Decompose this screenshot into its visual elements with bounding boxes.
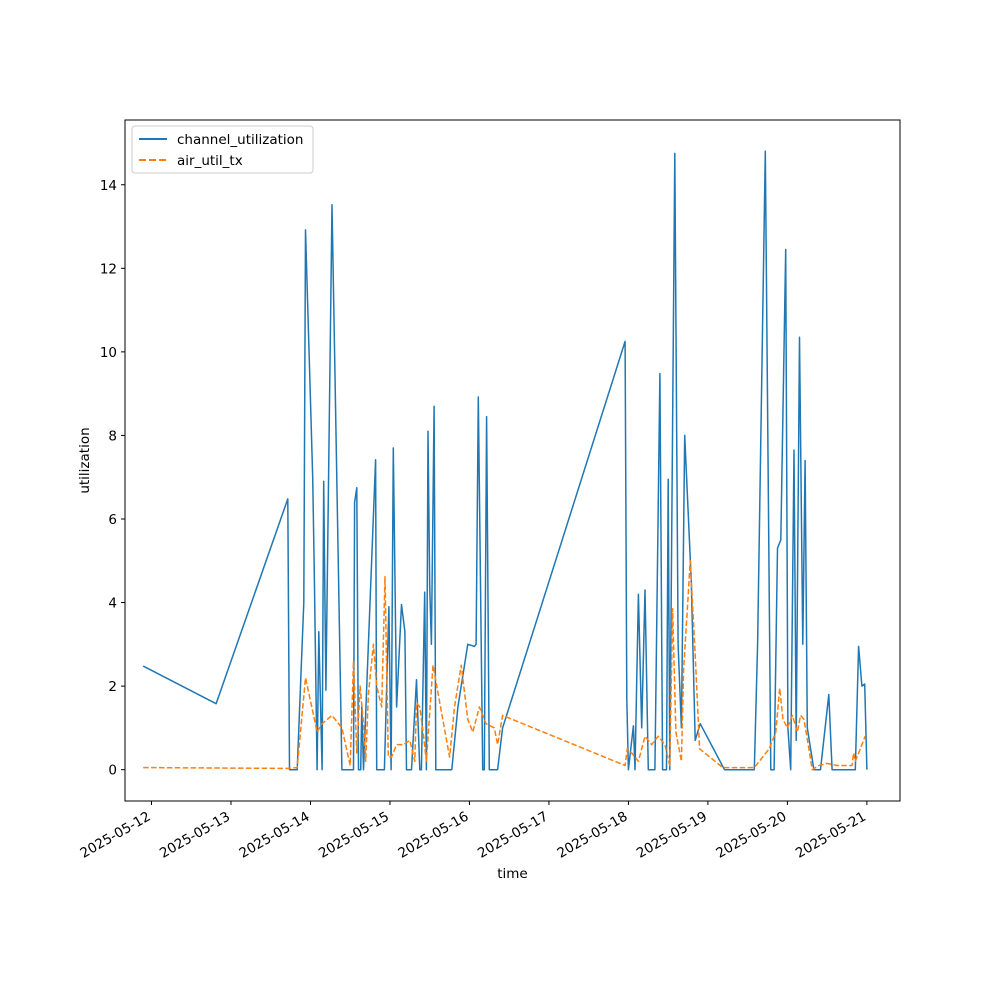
x-tick-label: 2025-05-18 xyxy=(554,809,630,862)
x-tick-label: 2025-05-15 xyxy=(316,809,392,862)
y-tick-label: 6 xyxy=(108,512,117,528)
x-tick-label: 2025-05-19 xyxy=(634,809,710,862)
x-tick-label: 2025-05-17 xyxy=(475,809,551,862)
y-tick-label: 0 xyxy=(108,763,117,779)
x-tick-label: 2025-05-14 xyxy=(237,809,313,862)
legend: channel_utilization air_util_tx xyxy=(131,125,314,174)
x-tick-label: 2025-05-20 xyxy=(713,809,789,862)
y-tick-label: 8 xyxy=(108,428,117,444)
x-tick-label: 2025-05-12 xyxy=(78,809,154,862)
legend-box xyxy=(131,125,314,174)
series-line-air-util-tx xyxy=(143,560,866,771)
series-line-channel-utilization xyxy=(142,150,868,771)
legend-label-air-util-tx: air_util_tx xyxy=(177,153,243,169)
plot-frame xyxy=(124,119,901,802)
x-tick-label: 2025-05-16 xyxy=(395,809,471,862)
x-tick-label: 2025-05-13 xyxy=(157,809,233,862)
y-tick-label: 12 xyxy=(100,261,117,277)
legend-label-channel-utilization: channel_utilization xyxy=(177,132,304,148)
x-axis-label: time xyxy=(497,866,528,882)
y-tick-label: 14 xyxy=(100,178,117,194)
series-layer xyxy=(142,150,868,771)
y-tick-label: 2 xyxy=(108,679,117,695)
y-tick-label: 4 xyxy=(108,596,117,612)
axes-layer xyxy=(124,119,901,802)
y-tick-label: 10 xyxy=(100,345,117,361)
x-tick-label: 2025-05-21 xyxy=(793,809,869,862)
y-axis-label: utilization xyxy=(77,427,93,493)
